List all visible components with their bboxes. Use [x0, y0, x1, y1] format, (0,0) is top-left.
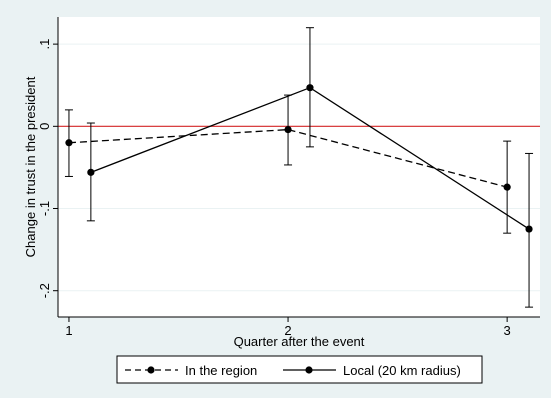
y-tick-label-3: .1	[37, 39, 52, 50]
series-point-0-1	[284, 126, 292, 134]
legend-label-in-the-region: In the region	[185, 363, 257, 378]
legend: In the region Local (20 km radius)	[116, 355, 483, 384]
x-axis-label: Quarter after the event	[234, 334, 365, 349]
x-tick-label-2: 3	[504, 323, 511, 338]
plot-area	[58, 17, 540, 317]
y-tick-label-0: -.2	[37, 283, 52, 298]
legend-marker-in-the-region	[147, 366, 155, 374]
y-ticks: -.2 -.1 0 .1	[37, 39, 58, 298]
y-tick-label-2: 0	[37, 123, 52, 130]
legend-marker-local	[305, 366, 313, 374]
series-point-0-2	[503, 183, 511, 191]
series-point-1-1	[306, 84, 314, 92]
series-point-1-0	[87, 168, 95, 176]
x-tick-label-0: 1	[65, 323, 72, 338]
series-point-1-2	[525, 225, 533, 233]
series-point-0-0	[65, 139, 73, 147]
legend-label-local: Local (20 km radius)	[343, 363, 461, 378]
series-group	[64, 27, 534, 308]
x-tick-label-1: 2	[284, 323, 291, 338]
axes	[57, 17, 540, 318]
y-tick-label-1: -.1	[37, 201, 52, 216]
x-ticks: 1 2 3	[65, 317, 511, 338]
y-axis-label: Change in trust in the president	[23, 76, 38, 257]
